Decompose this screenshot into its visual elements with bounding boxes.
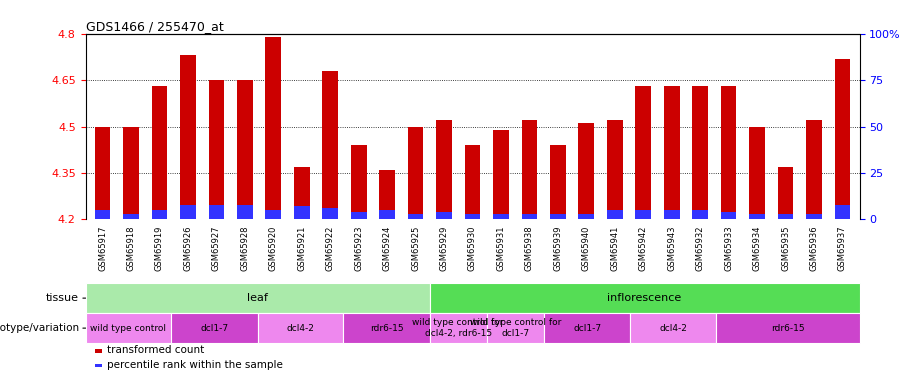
Bar [834, 58, 850, 219]
Bar [94, 127, 111, 219]
Bar [464, 214, 481, 219]
Bar [607, 120, 623, 219]
Bar [607, 210, 623, 219]
Bar [180, 56, 196, 219]
Bar [94, 210, 111, 219]
Bar [408, 214, 423, 219]
Bar [152, 210, 167, 219]
Bar [493, 130, 508, 219]
Text: tissue: tissue [46, 293, 79, 303]
Bar [522, 214, 537, 219]
Bar [806, 120, 822, 219]
Bar [408, 127, 423, 219]
Bar [664, 210, 680, 219]
Bar [152, 86, 167, 219]
Bar [209, 204, 224, 219]
Bar [749, 127, 765, 219]
Text: dcl4-2: dcl4-2 [286, 324, 314, 333]
Bar [493, 214, 508, 219]
Text: transformed count: transformed count [106, 345, 203, 355]
Bar [778, 214, 793, 219]
Bar [749, 214, 765, 219]
Text: wild type control for
dcl1-7: wild type control for dcl1-7 [470, 318, 562, 338]
Text: inflorescence: inflorescence [608, 293, 681, 303]
Bar [721, 212, 736, 219]
Bar [550, 214, 566, 219]
Bar [351, 212, 366, 219]
Bar [664, 86, 680, 219]
Bar [322, 208, 338, 219]
Text: rdr6-15: rdr6-15 [370, 324, 403, 333]
Bar [464, 145, 481, 219]
Bar [806, 214, 822, 219]
Text: leaf: leaf [248, 293, 268, 303]
Bar [522, 120, 537, 219]
Text: wild type control for
dcl4-2, rdr6-15: wild type control for dcl4-2, rdr6-15 [412, 318, 504, 338]
Bar [294, 206, 310, 219]
Text: dcl4-2: dcl4-2 [659, 324, 687, 333]
Bar [266, 37, 281, 219]
Text: genotype/variation: genotype/variation [0, 323, 79, 333]
Bar [579, 214, 594, 219]
Bar [266, 210, 281, 219]
Bar [778, 167, 793, 219]
Bar [379, 170, 395, 219]
Bar [635, 86, 651, 219]
Text: dcl1-7: dcl1-7 [201, 324, 229, 333]
Bar [237, 80, 253, 219]
Bar [692, 210, 708, 219]
Bar [834, 204, 850, 219]
Bar [209, 80, 224, 219]
Bar [379, 210, 395, 219]
Bar [294, 167, 310, 219]
Bar [180, 204, 196, 219]
Bar [237, 204, 253, 219]
Bar [436, 212, 452, 219]
Text: dcl1-7: dcl1-7 [573, 324, 601, 333]
Text: GDS1466 / 255470_at: GDS1466 / 255470_at [86, 20, 223, 33]
Text: percentile rank within the sample: percentile rank within the sample [106, 360, 283, 370]
Bar [351, 145, 366, 219]
Bar [579, 123, 594, 219]
Bar [550, 145, 566, 219]
Bar [635, 210, 651, 219]
Bar [721, 86, 736, 219]
Text: rdr6-15: rdr6-15 [771, 324, 805, 333]
Bar [692, 86, 708, 219]
Text: wild type control: wild type control [91, 324, 166, 333]
Bar [123, 127, 139, 219]
Bar [322, 71, 338, 219]
Bar [436, 120, 452, 219]
Bar [123, 214, 139, 219]
